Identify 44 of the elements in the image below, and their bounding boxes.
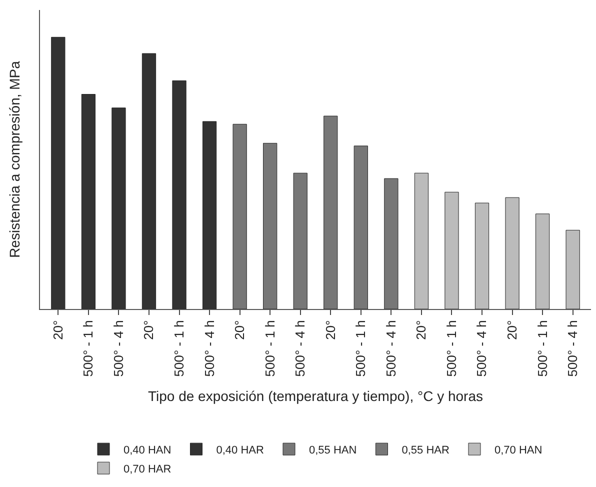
x-tick-label: 500° - 4 h [202, 320, 217, 377]
x-tick-label: 500° - 4 h [383, 320, 398, 377]
x-tick-label: 20° [504, 320, 520, 340]
legend-label: 0,40 HAN [124, 444, 172, 456]
bar [263, 142, 278, 309]
bar [536, 214, 550, 309]
x-tick-label: 500° - 1 h [171, 320, 186, 377]
x-tick-label: 500° - 4 h [110, 320, 126, 377]
x-tick-label: 20° [322, 320, 338, 340]
x-tick-label: 500° - 4 h [292, 320, 308, 377]
bar [112, 108, 126, 309]
bar [566, 230, 580, 309]
bar [172, 80, 186, 309]
x-tick-label: 500° - 1 h [80, 320, 96, 377]
legend-label: 0,70 HAR [124, 463, 172, 476]
x-tick-label: 500° - 1 h [534, 320, 550, 377]
x-tick-label: 500° - 4 h [565, 320, 580, 377]
bar [51, 36, 66, 309]
y-axis-title: Resistencia a compresión, MPa [6, 60, 23, 258]
bar [354, 146, 368, 309]
legend-label: 0,55 HAR [402, 444, 450, 456]
x-tick-label: 500° - 4 h [474, 320, 490, 377]
bar [384, 178, 398, 309]
x-tick-label: 500° - 1 h [262, 320, 278, 377]
x-tick-label: 20° [414, 320, 429, 340]
bar [81, 94, 96, 309]
bar [444, 192, 459, 309]
bar [324, 116, 338, 309]
bar [202, 121, 217, 309]
bar [505, 197, 520, 309]
bar [414, 172, 429, 309]
bar [474, 202, 490, 309]
legend-label: 0,70 HAN [494, 444, 542, 456]
x-tick-label: 20° [232, 320, 248, 340]
x-tick-label: 20° [141, 320, 156, 340]
x-tick-label: 500° - 1 h [444, 320, 459, 377]
legend-label: 0,55 HAN [308, 444, 357, 456]
legend-label: 0,40 HAR [216, 444, 264, 456]
bar [232, 124, 247, 309]
bar [142, 53, 156, 309]
x-tick-label: 500° - 1 h [353, 320, 368, 377]
bar [293, 172, 308, 309]
x-axis-title: Tipo de exposición (temperatura y tiempo), °C y horas [148, 388, 484, 404]
x-tick-label: 20° [50, 320, 66, 340]
